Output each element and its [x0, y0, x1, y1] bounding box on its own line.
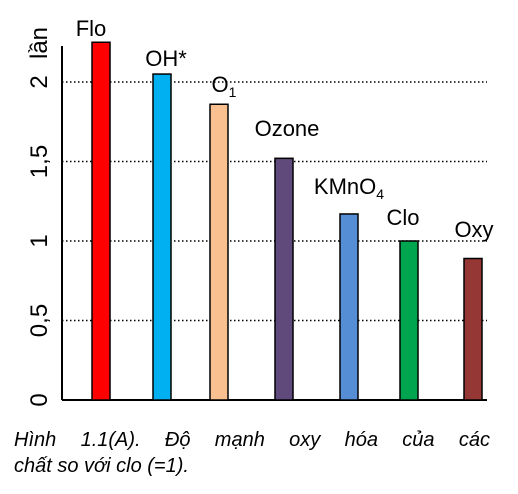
bar-kmno	[339, 213, 359, 401]
bar-label: OH*	[145, 46, 187, 71]
bar-clo	[399, 240, 419, 401]
y-tick-label: 1,5	[26, 145, 53, 178]
bar-label: KMnO4	[314, 174, 384, 202]
bar-o	[209, 103, 229, 401]
figure-caption-line-1: Hình 1.1(A). Độ mạnh oxy hóa của các	[14, 429, 490, 451]
bar-flo	[91, 41, 111, 401]
y-tick-label: 0,5	[26, 304, 53, 337]
bar-oh	[152, 73, 172, 401]
y-tick-label: 2	[26, 75, 53, 88]
figure-caption-line-2: chất so với clo (=1).	[14, 455, 189, 477]
bar-label: Flo	[76, 16, 107, 41]
y-tick-label: 1	[26, 234, 53, 247]
y-tick-label: 0	[26, 393, 53, 406]
bar-oxy	[463, 257, 483, 401]
bar-label: Clo	[386, 205, 419, 230]
y-axis-label: lần	[26, 27, 53, 59]
bar-label: Ozone	[255, 116, 320, 141]
bar-label: Oxy	[454, 217, 493, 242]
bar-ozone	[274, 157, 294, 401]
bar-label: O1	[212, 72, 237, 100]
y-tick-labels: 0 0,5 1 1,5 2	[26, 75, 53, 406]
bars	[91, 41, 483, 401]
